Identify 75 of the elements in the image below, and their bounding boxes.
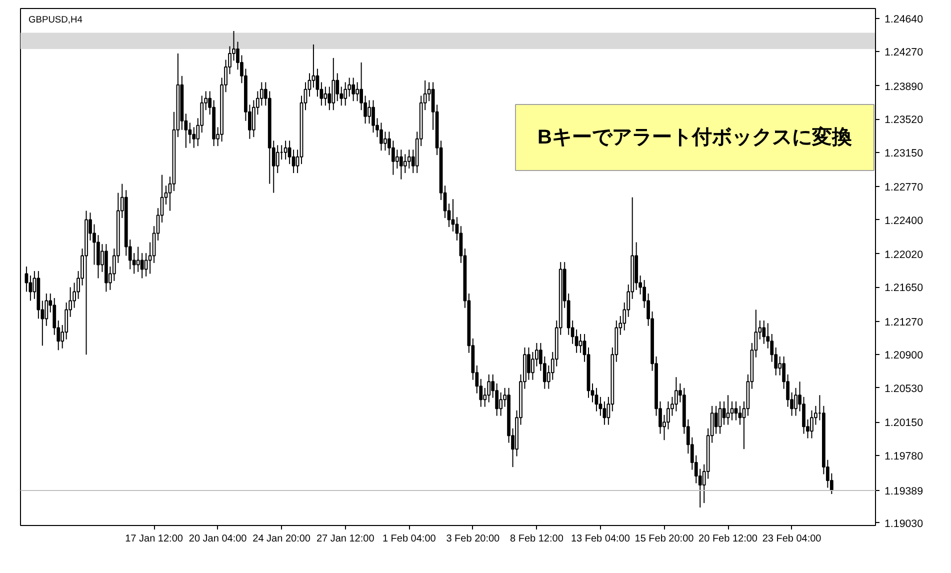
candlestick <box>96 234 100 279</box>
x-tick-label: 15 Feb 20:00 <box>634 534 694 544</box>
candlestick <box>368 100 371 124</box>
candlestick <box>292 149 296 174</box>
candlestick <box>598 396 602 416</box>
y-tick-label: 1.22020 <box>884 248 924 261</box>
candlestick <box>762 320 766 344</box>
candlestick <box>734 400 738 421</box>
candlestick <box>399 149 403 180</box>
candlestick <box>407 149 411 170</box>
candlestick <box>391 140 395 176</box>
x-tick-label: 20 Jan 04:00 <box>188 534 248 544</box>
y-tick-label: 1.19030 <box>884 518 924 530</box>
y-tick-label: 1.24640 <box>884 13 924 26</box>
ref-line-label: 1.19389 <box>884 486 924 498</box>
y-tick-label: 1.23150 <box>884 147 924 160</box>
candlestick <box>602 400 606 426</box>
candlestick <box>718 400 722 434</box>
x-tick-label: 17 Jan 12:00 <box>125 534 184 544</box>
candlestick <box>276 144 280 174</box>
x-tick-label: 27 Jan 12:00 <box>316 534 375 544</box>
candlestick <box>140 252 144 279</box>
candlestick <box>260 82 264 106</box>
x-tick-label: 23 Feb 04:00 <box>762 534 822 544</box>
candlestick <box>451 198 455 232</box>
candlestick <box>666 400 670 430</box>
candlestick <box>316 68 320 98</box>
candlestick <box>332 57 336 111</box>
candlestick <box>714 405 718 434</box>
candlestick <box>574 328 578 354</box>
candlestick <box>722 400 726 426</box>
candlestick <box>344 82 348 106</box>
y-tick-label: 1.20530 <box>884 382 924 395</box>
x-tick-label: 1 Feb 04:00 <box>382 534 436 544</box>
candlestick <box>594 387 598 412</box>
y-tick-label: 1.20900 <box>884 350 924 362</box>
candlestick <box>284 140 288 160</box>
y-tick-label: 1.21650 <box>884 282 924 294</box>
annotation: Bキーでアラート付ボックスに変換 <box>538 126 853 148</box>
y-tick-label: 1.24270 <box>884 46 924 59</box>
x-tick-label: 8 Feb 12:00 <box>510 534 564 544</box>
text: GBPUSD,H4 <box>28 14 82 24</box>
y-tick-label: 1.22770 <box>884 182 924 194</box>
x-tick-label: 24 Jan 20:00 <box>252 534 311 544</box>
candlestick <box>730 400 734 421</box>
candlestick <box>372 100 375 134</box>
x-tick-label: 13 Feb 04:00 <box>570 534 630 544</box>
candlestick <box>384 131 387 152</box>
candlestick <box>192 126 196 148</box>
x-tick-label: 20 Feb 12:00 <box>698 534 758 544</box>
y-tick-label: 1.20150 <box>884 417 924 430</box>
candlestick <box>356 82 360 102</box>
candlestick <box>395 149 399 170</box>
candlestick <box>674 376 678 412</box>
candlestick <box>487 374 491 403</box>
candlestick <box>499 392 503 416</box>
candlestick <box>578 333 582 354</box>
y-tick-label: 1.22400 <box>884 214 924 227</box>
candlestick <box>324 86 328 106</box>
y-tick-label: 1.19780 <box>884 450 924 462</box>
candlestick <box>794 387 798 416</box>
candlestick <box>738 405 742 426</box>
y-tick-label: 1.21270 <box>884 316 924 328</box>
candlestick <box>403 154 407 174</box>
candlestick <box>527 346 530 380</box>
x-tick-label: 3 Feb 20:00 <box>446 534 500 544</box>
candlestick <box>136 246 140 272</box>
candlestick <box>336 72 340 102</box>
candlestick <box>352 77 356 102</box>
candlestick <box>312 44 316 88</box>
y-tick-label: 1.23890 <box>884 80 924 93</box>
candlestick <box>810 410 814 439</box>
y-tick-label: 1.23520 <box>884 114 924 126</box>
candlestick <box>380 122 383 152</box>
candlestick <box>726 394 730 426</box>
